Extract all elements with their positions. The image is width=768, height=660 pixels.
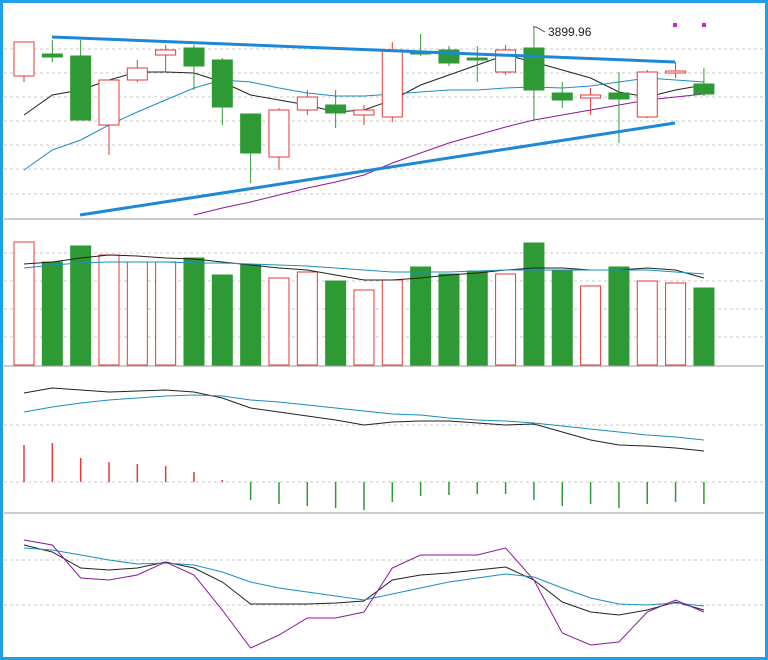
candle-body xyxy=(126,67,148,81)
annotation-leader xyxy=(533,26,546,33)
candle-body xyxy=(183,47,205,67)
volume-bar xyxy=(296,271,318,366)
candle-body xyxy=(98,79,120,126)
candle-body xyxy=(551,92,573,101)
volume-bar xyxy=(240,264,262,366)
volume-bar xyxy=(495,273,517,366)
candle-body xyxy=(240,113,262,154)
candle-body xyxy=(608,92,630,100)
volume-bar xyxy=(13,241,35,366)
indicator-line xyxy=(23,544,705,616)
candle-body xyxy=(495,49,517,73)
indicator-line xyxy=(23,394,704,441)
candle-body xyxy=(70,55,92,121)
marker xyxy=(673,23,677,27)
candle-body xyxy=(523,47,545,91)
candle-body xyxy=(325,104,347,114)
volume-bar xyxy=(466,270,488,366)
indicator-line xyxy=(23,539,705,649)
volume-bar xyxy=(551,269,573,366)
volume-bar xyxy=(126,261,148,366)
volume-bar xyxy=(155,261,177,366)
volume-bar xyxy=(211,274,233,366)
candle-body xyxy=(211,59,233,108)
trend-line xyxy=(79,121,676,217)
candle-body xyxy=(296,96,318,111)
volume-bar xyxy=(70,245,92,366)
volume-bar xyxy=(353,289,375,366)
volume-bar xyxy=(325,280,347,366)
high-annotation: 3899.96 xyxy=(548,25,592,39)
candle-body xyxy=(580,94,602,99)
trend-line xyxy=(51,35,676,64)
indicator-line xyxy=(23,261,704,275)
volume-bar xyxy=(183,257,205,366)
plot-area xyxy=(13,27,715,649)
candle-body xyxy=(665,70,687,74)
volume-bar xyxy=(608,266,630,366)
volume-bar xyxy=(523,242,545,366)
volume-bar xyxy=(41,261,63,366)
candle-body xyxy=(636,71,658,118)
indicator-line xyxy=(23,547,704,607)
indicator-line xyxy=(23,387,704,452)
volume-bar xyxy=(580,285,602,366)
volume-bar xyxy=(665,282,687,366)
candle-body xyxy=(268,109,290,158)
volume-bar xyxy=(693,287,715,366)
candle-body xyxy=(693,83,715,95)
candle-body xyxy=(466,57,488,61)
candle-body xyxy=(155,49,177,56)
volume-bar xyxy=(268,277,290,366)
volume-bar xyxy=(381,279,403,366)
candle-body xyxy=(41,53,63,58)
volume-bar xyxy=(410,266,432,366)
marker xyxy=(702,23,706,27)
indicator-line xyxy=(23,77,704,171)
candle-body xyxy=(13,41,35,77)
volume-bar xyxy=(98,254,120,366)
volume-bar xyxy=(636,280,658,366)
candle-body xyxy=(381,49,403,118)
candle-body xyxy=(353,109,375,116)
volume-bar xyxy=(438,273,460,366)
